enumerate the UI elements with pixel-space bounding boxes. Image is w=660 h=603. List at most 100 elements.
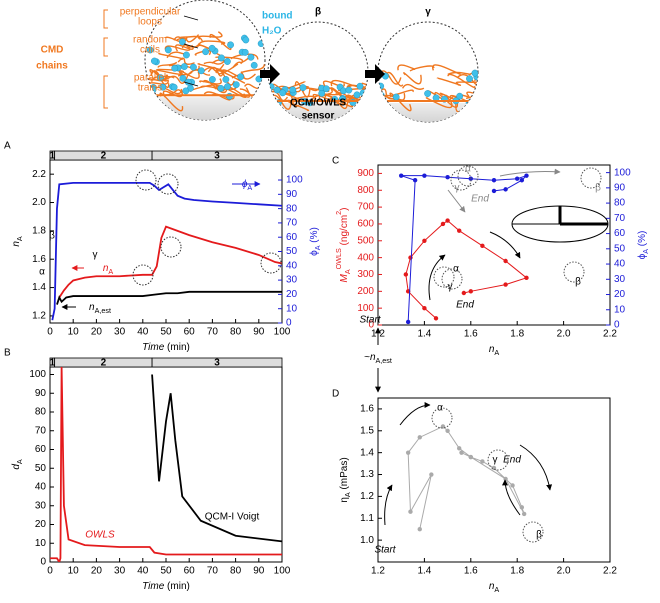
text-part: A (15, 459, 24, 464)
decoration (499, 168, 561, 177)
part-label: trains (138, 83, 162, 94)
chain (447, 73, 476, 89)
y2-tick-label: 0 (614, 320, 620, 331)
chain (436, 77, 462, 86)
chain (270, 90, 289, 102)
text-part: A,est (95, 306, 111, 315)
y-tick-label: 300 (357, 269, 374, 280)
y2-tick-label: 30 (286, 275, 298, 286)
annotation: γ (448, 282, 453, 293)
series-marker (491, 178, 497, 183)
water (170, 83, 178, 91)
water (424, 90, 432, 97)
y2-tick-label: 40 (286, 260, 298, 271)
x-tick-label: 1.6 (464, 329, 478, 340)
flow-arrow (260, 64, 280, 84)
water (279, 89, 287, 97)
chain (330, 87, 351, 102)
series-marker (519, 505, 525, 510)
chain (177, 71, 193, 77)
phase-label: 2 (101, 358, 107, 369)
phase-label: 1 (50, 358, 56, 369)
water (242, 36, 250, 44)
water (392, 93, 400, 101)
annotation: End (456, 300, 474, 311)
series-marker (510, 483, 515, 488)
chain (181, 42, 201, 49)
series-marker (422, 305, 427, 311)
x-tick-label: 20 (91, 566, 103, 577)
water (247, 53, 255, 61)
water (299, 84, 307, 91)
y-tick-label: 700 (357, 202, 374, 213)
y2-tick-label: 90 (286, 189, 298, 200)
x-tick-label: 100 (274, 566, 291, 577)
y2-tick-label: 30 (614, 274, 626, 285)
series-line (58, 225, 282, 298)
chain (164, 45, 191, 51)
chain (232, 56, 251, 69)
y-tick-label: 90 (35, 388, 47, 399)
decoration (433, 266, 455, 288)
series-marker (405, 450, 411, 455)
series-line (51, 181, 282, 321)
series-line (56, 290, 282, 305)
water-label: H₂O (262, 26, 282, 37)
water (157, 74, 164, 82)
y2-tick-label: 60 (614, 228, 626, 239)
x-tick-label: 2.2 (603, 329, 617, 340)
chain (159, 92, 184, 112)
annotation: nA (103, 263, 114, 277)
y-axis-label: MAOWLS (ng/cm2) (334, 208, 352, 283)
decoration (384, 484, 393, 526)
chain (466, 91, 478, 100)
series-marker (457, 446, 462, 451)
text-part: n (489, 581, 495, 592)
chain (199, 78, 222, 85)
x-tick-label: 50 (160, 566, 172, 577)
chain (401, 83, 425, 90)
text-part: A (15, 236, 24, 241)
annotation: α (465, 164, 471, 175)
water (179, 74, 187, 82)
chain (201, 63, 225, 73)
water (255, 93, 263, 101)
y-tick-label: 80 (35, 407, 47, 418)
chain (155, 69, 183, 76)
chain (455, 76, 478, 85)
x-tick-label: 1.8 (510, 566, 524, 577)
series-marker (524, 173, 529, 178)
water (151, 57, 158, 65)
y-tick-label: 1.2 (32, 311, 46, 322)
y-tick-label: 500 (357, 235, 374, 246)
decoration (502, 479, 521, 516)
text-part: η (339, 497, 350, 503)
text-part: n (370, 352, 376, 363)
x-tick-label: 1.8 (510, 329, 524, 340)
y-axis-label: dA (11, 459, 25, 470)
x-tick-label: 10 (68, 566, 80, 577)
chain (409, 65, 435, 72)
x-axis-label: nA (489, 344, 500, 358)
chain (215, 85, 247, 98)
water (224, 83, 231, 90)
y2-tick-label: 100 (286, 175, 303, 186)
water (227, 41, 234, 49)
text-part: Time (142, 581, 165, 592)
annotation: nA,est (89, 302, 111, 316)
y2-tick-label: 80 (286, 203, 298, 214)
sensor (378, 103, 478, 122)
text-part: (%) (637, 231, 648, 249)
chain (447, 71, 472, 76)
y-tick-label: 600 (357, 219, 374, 230)
pointer (183, 81, 199, 87)
x-tick-label: 10 (68, 327, 80, 338)
x-tick-label: 70 (207, 327, 219, 338)
y2-axis-label: ϕA (%) (309, 227, 323, 256)
text-part: ) (339, 208, 350, 211)
chain (241, 64, 265, 74)
water (190, 63, 197, 71)
series-marker (429, 472, 434, 477)
water (362, 93, 368, 100)
